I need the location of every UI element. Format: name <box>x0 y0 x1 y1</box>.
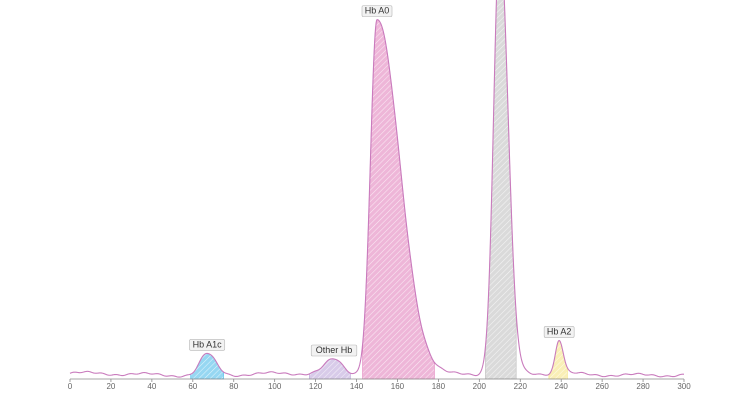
x-tick-label: 300 <box>677 382 691 391</box>
peak-area-unlabeled-3 <box>485 0 517 380</box>
trace-group <box>69 0 685 378</box>
x-tick-label: 100 <box>268 382 282 391</box>
x-tick-label: 120 <box>309 382 323 391</box>
x-tick-label: 260 <box>595 382 609 391</box>
peak-label-hb-a2: Hb A2 <box>543 326 575 338</box>
x-tick-label: 220 <box>514 382 528 391</box>
x-tick-label: 160 <box>391 382 405 391</box>
peak-label-box <box>361 5 393 17</box>
trace-line <box>69 0 685 378</box>
peak-label-box <box>543 326 575 338</box>
x-tick-label: 140 <box>350 382 364 391</box>
x-tick-label: 280 <box>636 382 650 391</box>
x-tick-label: 80 <box>229 382 238 391</box>
x-tick-label: 180 <box>432 382 446 391</box>
peak-label-text: Hb A0 <box>365 6 390 16</box>
x-tick-label: 200 <box>473 382 487 391</box>
peak-label-hb-a1c: Hb A1c <box>189 339 226 351</box>
peak-label-box <box>189 339 226 351</box>
x-tick-label: 40 <box>147 382 156 391</box>
peak-area-other-hb <box>309 358 351 380</box>
x-tick-label: 0 <box>68 382 73 391</box>
x-tick-label: 20 <box>106 382 115 391</box>
peak-label-text: Other Hb <box>316 345 353 355</box>
x-axis: 0 20 40 60 80 100 120 140 160 180 200 220 240 260 280 3… <box>68 378 691 391</box>
peak-labels: Hb A1c Other Hb Hb A0 Hb A2 <box>189 5 575 357</box>
x-tick-label: 240 <box>555 382 569 391</box>
x-tick-label: 60 <box>188 382 197 391</box>
peak-label-box <box>310 344 358 357</box>
peak-label-text: Hb A1c <box>193 339 223 349</box>
peak-label-text: Hb A2 <box>547 326 572 336</box>
peak-label-other-hb: Other Hb <box>310 344 358 357</box>
peak-label-hb-a0: Hb A0 <box>361 5 393 17</box>
